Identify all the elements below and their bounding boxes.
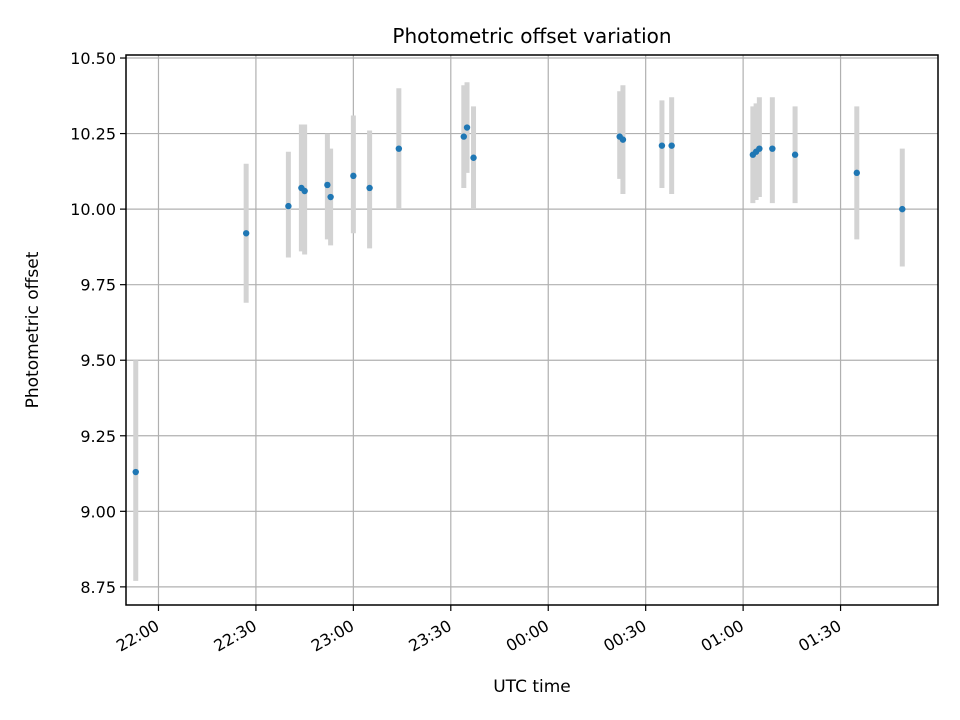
x-axis-label: UTC time xyxy=(493,677,571,697)
y-tick-label: 9.50 xyxy=(80,351,116,370)
data-point xyxy=(470,154,477,161)
y-tick-label: 8.75 xyxy=(80,578,116,597)
data-point xyxy=(460,133,467,140)
y-tick-label: 10.00 xyxy=(70,200,116,219)
y-tick-label: 9.25 xyxy=(80,427,116,446)
y-axis-label: Photometric offset xyxy=(23,251,43,408)
data-point xyxy=(327,193,334,201)
y-tick-label: 10.50 xyxy=(70,49,116,68)
y-tick-label: 9.75 xyxy=(80,276,116,295)
data-point xyxy=(463,124,471,131)
data-point xyxy=(668,142,675,149)
data-points xyxy=(132,124,906,476)
chart-title: Photometric offset variation xyxy=(392,24,671,48)
data-point xyxy=(619,136,627,143)
data-point xyxy=(324,181,331,189)
data-point xyxy=(853,169,860,177)
data-point xyxy=(350,172,357,180)
data-point xyxy=(242,230,250,237)
data-point xyxy=(769,145,776,152)
data-point xyxy=(756,145,763,152)
data-point xyxy=(285,202,292,210)
y-tick-label: 10.25 xyxy=(70,125,116,144)
data-point xyxy=(791,151,799,158)
y-axis: 8.75 9.00 9.25 9.50 9.75 10.00 10.25 10.50 xyxy=(70,49,126,597)
data-point xyxy=(395,145,403,152)
data-point xyxy=(132,468,139,476)
data-point xyxy=(899,205,906,213)
data-point xyxy=(658,142,666,149)
data-point xyxy=(366,184,373,192)
data-point xyxy=(301,187,308,195)
plot-frame xyxy=(125,54,939,606)
y-tick-label: 9.00 xyxy=(80,502,116,521)
